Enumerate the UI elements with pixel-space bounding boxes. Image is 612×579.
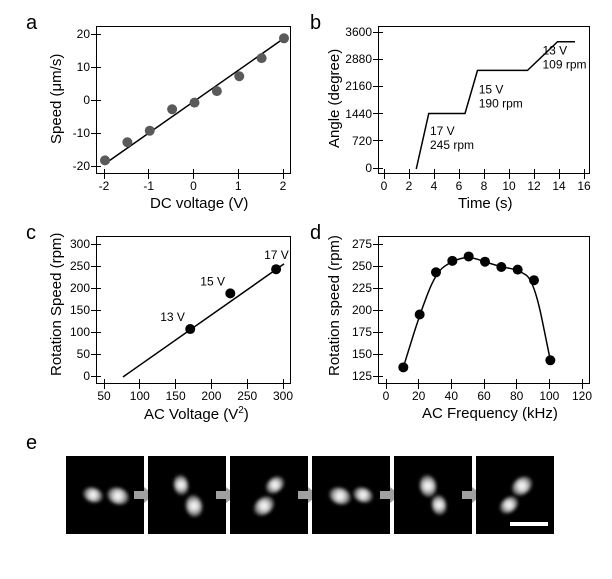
panel-a-xlabel: DC voltage (V) [150,195,248,212]
x-tick-label: 80 [507,389,527,403]
svg-text:17 V: 17 V [264,248,289,262]
svg-text:15 V: 15 V [479,82,504,96]
x-tick-label: 0 [184,179,204,193]
x-tick-label: 8 [474,179,494,193]
panel-c: c 13 V15 V17 V Rotation Speed (rpm) AC V… [20,222,300,422]
y-tick-label: 0 [58,93,90,107]
x-tick-label: -1 [139,179,159,193]
svg-text:13 V: 13 V [543,44,568,58]
svg-text:13 V: 13 V [160,310,185,324]
y-tick-label: 175 [340,325,372,339]
svg-text:245 rpm: 245 rpm [430,138,474,152]
x-tick-label: 10 [499,179,519,193]
y-tick-label: -20 [58,159,90,173]
panel-d-xlabel: AC Frequency (kHz) [422,405,558,422]
panel-c-label: c [26,222,36,245]
x-tick-label: 0 [374,179,394,193]
x-tick-label: 4 [424,179,444,193]
panel-d-plot [378,236,590,384]
svg-text:109 rpm: 109 rpm [543,58,587,72]
svg-text:190 rpm: 190 rpm [479,96,523,110]
x-tick-label: 300 [273,389,293,403]
panel-b-xlabel: Time (s) [458,195,512,212]
micrograph-frame [394,456,472,534]
panel-a: a Speed (μm/s) DC voltage (V) -2-1012-20… [20,12,300,212]
x-tick-label: 12 [524,179,544,193]
y-tick-label: -10 [58,126,90,140]
panel-c-xlabel: AC Voltage (V2) [144,405,249,423]
x-tick-label: 50 [94,389,114,403]
x-tick-label: 60 [474,389,494,403]
y-tick-label: 2880 [340,52,372,66]
y-tick-label: 2160 [340,79,372,93]
y-tick-label: 225 [340,281,372,295]
svg-text:15 V: 15 V [200,274,225,288]
y-tick-label: 200 [58,281,90,295]
panel-a-label: a [26,12,37,35]
panel-d: d Rotation speed (rpm) AC Frequency (kHz… [310,222,600,422]
x-tick-label: 150 [166,389,186,403]
micrograph-row [66,456,554,534]
y-tick-label: 0 [58,369,90,383]
x-tick-label: 6 [449,179,469,193]
scale-bar [510,522,548,526]
y-tick-label: 0 [340,161,372,175]
y-tick-label: 150 [58,303,90,317]
x-tick-label: 0 [376,389,396,403]
panel-b-plot: 17 V245 rpm 15 V190 rpm 13 V109 rpm [378,26,590,174]
panel-b-label: b [310,12,321,35]
micrograph-frame [148,456,226,534]
x-tick-label: 100 [130,389,150,403]
svg-text:17 V: 17 V [430,124,455,138]
panel-e-label: e [26,432,37,455]
y-tick-label: 50 [58,347,90,361]
x-tick-label: 100 [539,389,559,403]
x-tick-label: 200 [201,389,221,403]
x-tick-label: -2 [94,179,114,193]
x-tick-label: 16 [574,179,594,193]
y-tick-label: 720 [340,134,372,148]
y-tick-label: 250 [340,259,372,273]
panel-c-xlabel-post: ) [244,406,249,423]
x-tick-label: 1 [228,179,248,193]
y-tick-label: 10 [58,60,90,74]
y-tick-label: 20 [58,27,90,41]
x-tick-label: 2 [273,179,293,193]
x-tick-label: 2 [399,179,419,193]
panel-c-plot: 13 V 15 V 17 V [96,236,291,384]
panel-e: e [20,432,600,562]
micrograph-frame [66,456,144,534]
x-tick-label: 20 [409,389,429,403]
panel-a-plot [96,26,291,174]
x-tick-label: 250 [237,389,257,403]
x-tick-label: 120 [572,389,592,403]
y-tick-label: 3600 [340,25,372,39]
y-tick-label: 200 [340,303,372,317]
panel-b: b 17 V245 rpm15 V190 rpm13 V109 rpm Angl… [310,12,600,212]
y-tick-label: 100 [58,325,90,339]
x-tick-label: 40 [441,389,461,403]
y-tick-label: 300 [58,237,90,251]
y-tick-label: 250 [58,259,90,273]
x-tick-label: 14 [549,179,569,193]
y-tick-label: 150 [340,347,372,361]
micrograph-frame [312,456,390,534]
y-tick-label: 1440 [340,107,372,121]
panel-d-label: d [310,222,321,245]
y-tick-label: 125 [340,369,372,383]
panel-c-xlabel-pre: AC Voltage (V [144,406,238,423]
micrograph-frame [230,456,308,534]
y-tick-label: 275 [340,237,372,251]
